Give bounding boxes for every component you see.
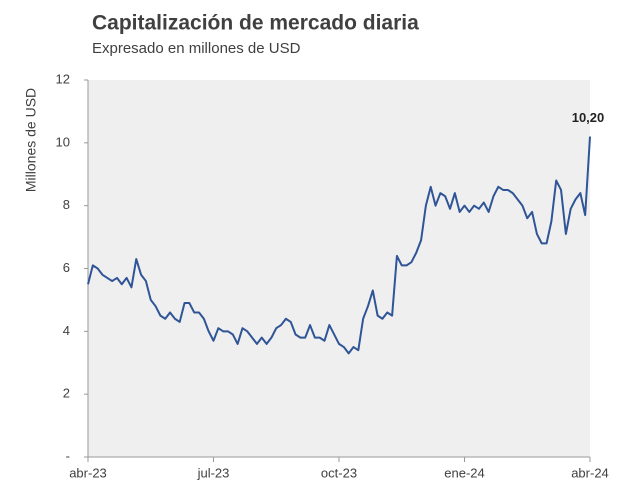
y-tick-label: 10 bbox=[56, 134, 70, 149]
y-tick-label: - bbox=[66, 448, 70, 463]
y-tick-label: 12 bbox=[56, 71, 70, 86]
y-tick-label: 2 bbox=[63, 386, 70, 401]
y-tick-label: 8 bbox=[63, 197, 70, 212]
x-tick-label: oct-23 bbox=[321, 465, 357, 480]
chart-title: Capitalización de mercado diaria bbox=[92, 12, 419, 35]
x-tick-label: abr-24 bbox=[571, 465, 609, 480]
chart-subtitle: Expresado en millones de USD bbox=[92, 40, 301, 57]
y-tick-label: 6 bbox=[63, 260, 70, 275]
data-line bbox=[87, 136, 591, 355]
data-label: 10,20 bbox=[572, 110, 605, 125]
x-tick-label: abr-23 bbox=[69, 465, 107, 480]
x-tick-label: ene-24 bbox=[444, 465, 484, 480]
plot-area bbox=[88, 80, 590, 457]
x-tick-label: jul-23 bbox=[197, 465, 230, 480]
y-axis-title: Millones de USD bbox=[23, 88, 39, 192]
y-tick-label: 4 bbox=[63, 323, 70, 338]
